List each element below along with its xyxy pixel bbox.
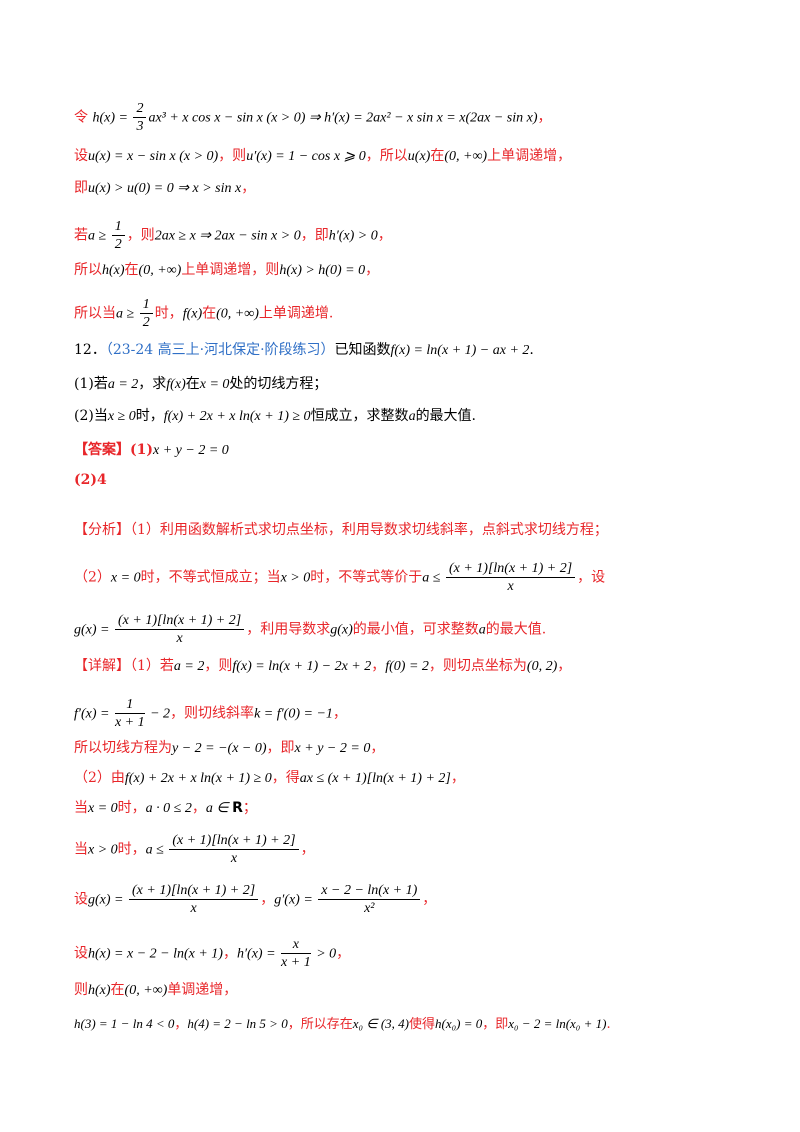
solution-line-6: 所以当a ≥ 1 2 时，f(x)在(0, +∞)上单调递增. bbox=[74, 296, 334, 331]
math-h-derivative: ax³ + x cos x − sin x (x > 0) ⇒ h′(x) = … bbox=[148, 110, 538, 126]
fraction-g-derivative: x − 2 − ln(x + 1) x² bbox=[318, 882, 421, 917]
analysis-line-2: （2）x = 0时，不等式恒成立；当x > 0时，不等式等价于a ≤ (x + … bbox=[74, 560, 606, 595]
problem-question-2: (2)当x ≥ 0时，f(x) + 2x + x ln(x + 1) ≥ 0恒成… bbox=[74, 408, 477, 424]
analysis-line-3: g(x) = (x + 1)[ln(x + 1) + 2] x ，利用导数求g(x)… bbox=[74, 612, 547, 647]
problem-number: 12． bbox=[74, 342, 106, 358]
math-u-inequality: u(x) > u(0) = 0 ⇒ x > sin x bbox=[88, 181, 242, 196]
detail-line-10: h(3) = 1 − ln 4 < 0，h(4) = 2 − ln 5 > 0，… bbox=[74, 1016, 611, 1032]
analysis-line-1: 【分析】（1）利用函数解析式求切点坐标，利用导数求切线斜率，点斜式求切线方程； bbox=[74, 522, 608, 538]
math-f-def: f(x) = ln(x + 1) − ax + 2 bbox=[390, 343, 530, 358]
detail-label: 【详解】 bbox=[74, 658, 130, 674]
math-u-derivative: u′(x) = 1 − cos x ⩾ 0 bbox=[246, 149, 366, 164]
fraction-g-expression: (x + 1)[ln(x + 1) + 2] x bbox=[129, 882, 259, 917]
solution-line-2: 设u(x) = x − sin x (x > 0)，则u′(x) = 1 − c… bbox=[74, 148, 572, 164]
answer-line-1: 【答案】(1)x + y − 2 = 0 bbox=[74, 442, 229, 458]
detail-line-4: （2）由f(x) + 2x + x ln(x + 1) ≥ 0，得ax ≤ (x… bbox=[74, 770, 465, 786]
fraction-g-expression: (x + 1)[ln(x + 1) + 2] x bbox=[169, 832, 299, 867]
problem-stem: 12．（23-24 高三上·河北保定·阶段练习）已知函数f(x) = ln(x … bbox=[74, 342, 534, 358]
solution-line-5: 所以h(x)在(0, +∞)上单调递增，则h(x) > h(0) = 0， bbox=[74, 262, 380, 278]
fraction-g-expression: (x + 1)[ln(x + 1) + 2] x bbox=[115, 612, 245, 647]
analysis-label: 【分析】 bbox=[74, 522, 130, 538]
fraction-g-expression: (x + 1)[ln(x + 1) + 2] x bbox=[445, 560, 576, 595]
problem-question-1: (1)若a = 2，求f(x)在x = 0处的切线方程； bbox=[74, 376, 328, 392]
detail-line-3: 所以切线方程为y − 2 = −(x − 0)，即x + y − 2 = 0， bbox=[74, 740, 385, 756]
detail-line-5: 当x = 0时，a · 0 ≤ 2，a ∈ R； bbox=[74, 800, 257, 816]
solution-line-4: 若a ≥ 1 2 ，则2ax ≥ x ⇒ 2ax − sin x > 0，即h′(x… bbox=[74, 218, 392, 253]
answer-label: 【答案】 bbox=[74, 442, 130, 458]
detail-line-9: 则h(x)在(0, +∞)单调递增， bbox=[74, 982, 238, 998]
detail-line-6: 当x > 0时，a ≤ (x + 1)[ln(x + 1) + 2] x， bbox=[74, 832, 315, 867]
solution-line-1: 令 h(x) = 2 3 ax³ + x cos x − sin x (x > 0)… bbox=[74, 100, 552, 135]
problem-source: （23-24 高三上·河北保定·阶段练习） bbox=[105, 342, 335, 358]
solution-line-3: 即u(x) > u(0) = 0 ⇒ x > sin x， bbox=[74, 180, 256, 196]
detail-line-7: 设g(x) = (x + 1)[ln(x + 1) + 2] x ，g′(x) = … bbox=[74, 882, 437, 917]
text-prefix: 令 bbox=[74, 109, 88, 126]
math-h-def: h(x) = bbox=[92, 110, 132, 126]
answer-line-2: (2)4 bbox=[74, 472, 107, 488]
detail-line-1: 【详解】（1）若a = 2，则f(x) = ln(x + 1) − 2x + 2… bbox=[74, 658, 572, 674]
math-u-def: u(x) = x − sin x (x > 0) bbox=[88, 149, 219, 164]
